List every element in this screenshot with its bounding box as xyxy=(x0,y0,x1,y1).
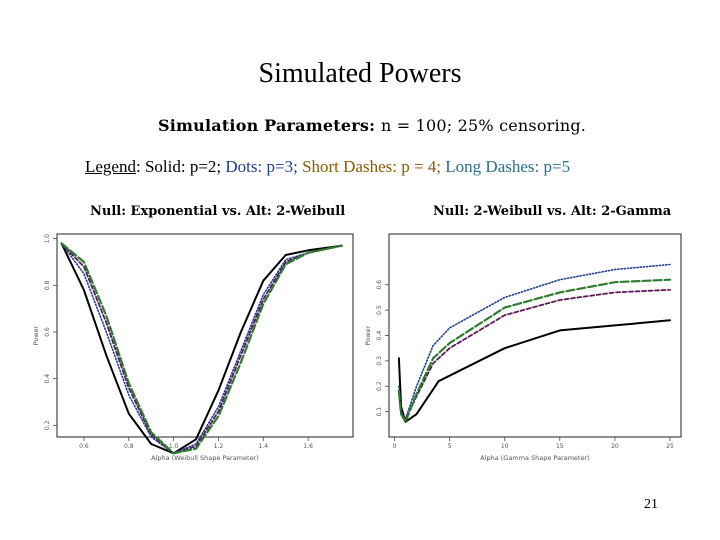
slide-title: Simulated Powers xyxy=(258,58,462,89)
x-tick-label: 20 xyxy=(611,443,619,450)
y-tick-label: 1.0 xyxy=(44,234,51,244)
legend-dots: Dots: p=3; xyxy=(225,157,303,176)
y-tick-label: 0.4 xyxy=(44,374,51,384)
params-prefix: Simulation Parameters: xyxy=(158,116,381,135)
legend-long-dashes: Long Dashes: p=5 xyxy=(445,157,571,176)
y-tick-label: 0.8 xyxy=(44,280,51,290)
legend-solid: : Solid: p=2; xyxy=(135,157,226,176)
series-line-p-2 xyxy=(60,242,343,455)
x-tick-label: 10 xyxy=(501,443,509,450)
series-line-p-5 xyxy=(60,242,343,455)
legend-label: Legend xyxy=(85,157,136,176)
x-tick-label: 25 xyxy=(666,443,674,450)
x-tick-label: 15 xyxy=(556,443,564,450)
series-line-p-3 xyxy=(398,263,671,421)
x-tick-label: 0 xyxy=(393,443,397,450)
plot-frame xyxy=(388,233,682,438)
x-tick-label: 0.6 xyxy=(79,443,89,450)
x-tick-label: 0.8 xyxy=(124,443,134,450)
simulation-parameters: Simulation Parameters: n = 100; 25% cens… xyxy=(158,116,586,135)
legend-short-dashes: Short Dashes: p = 4; xyxy=(302,157,446,176)
y-tick-label: 0.4 xyxy=(376,331,383,341)
x-tick-label: 1.0 xyxy=(169,443,179,450)
left-chart: 0.6 0.8 1.0 1.2 1.4 1.6 0.2 0.4 0.6 0.8 1.0 Alpha (… xyxy=(32,233,354,462)
x-axis-title: Alpha (Weibull Shape Parameter) xyxy=(151,454,259,462)
x-tick-label: 1.4 xyxy=(259,443,269,450)
series-line-p-2 xyxy=(397,319,671,423)
right-chart: 0 5 10 15 20 25 0.1 0.2 0.3 0.4 0.5 0.6 Alpha (Gamma… xyxy=(364,233,682,462)
x-axis-title: Alpha (Gamma Shape Parameter) xyxy=(480,454,590,462)
y-axis-title: Power xyxy=(364,325,372,345)
series-line-p-4 xyxy=(60,242,343,455)
y-tick-label: 0.1 xyxy=(376,407,383,417)
right-chart-title: Null: 2-Weibull vs. Alt: 2-Gamma xyxy=(433,204,672,219)
y-tick-label: 0.2 xyxy=(44,420,51,430)
x-tick-label: 1.6 xyxy=(303,443,313,450)
legend-description: Legend: Solid: p=2; Dots: p=3; Short Das… xyxy=(85,157,570,177)
y-axis-title: Power xyxy=(32,325,40,345)
plot-frame xyxy=(56,233,354,438)
left-chart-title: Null: Exponential vs. Alt: 2-Weibull xyxy=(90,204,346,219)
y-tick-label: 0.6 xyxy=(44,327,51,337)
page-number: 21 xyxy=(644,497,658,512)
series-line-p-4 xyxy=(397,288,671,421)
params-values: n = 100; 25% censoring. xyxy=(380,116,587,135)
y-tick-label: 0.6 xyxy=(376,280,383,290)
y-tick-label: 0.3 xyxy=(376,356,383,366)
x-tick-label: 1.2 xyxy=(214,443,224,450)
y-tick-label: 0.5 xyxy=(376,305,383,315)
series-line-p-3 xyxy=(60,242,343,455)
series-line-p-5 xyxy=(397,278,672,423)
y-tick-label: 0.2 xyxy=(376,381,383,391)
x-tick-label: 5 xyxy=(448,443,452,450)
